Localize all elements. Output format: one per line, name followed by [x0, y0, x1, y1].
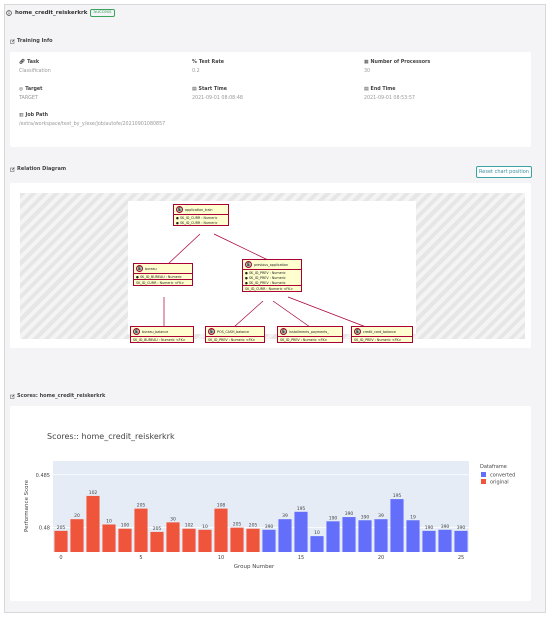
processor-icon: ▦	[364, 60, 369, 65]
job-title: home_credit_reiskerkrk	[15, 10, 88, 16]
entity-icon: E	[354, 328, 361, 335]
relation-diagram-title: Relation Diagram	[10, 166, 66, 172]
entity-icon: E	[176, 206, 183, 213]
calendar-icon: ▤	[364, 87, 369, 92]
field-end-time: ▤ End Time 2021-09-01 08:53:57	[364, 87, 415, 101]
reset-chart-position-button[interactable]: Reset chart position	[476, 166, 532, 178]
entity-icon: E	[208, 328, 215, 335]
training-info-card	[10, 52, 531, 147]
edit-icon	[10, 393, 15, 399]
percent-icon: %	[192, 60, 197, 65]
entity-icon: E	[136, 265, 143, 272]
edit-icon	[10, 38, 15, 44]
field-job-path: ▥ Job Path /extra/workspace/test_by_y/exe…	[19, 113, 166, 127]
field-start-time: ▤ Start Time 2021-09-01 08:08:48	[192, 87, 243, 101]
target-icon: ◎	[19, 87, 24, 92]
scores-title: Scores: home_credit_reiskerkrk	[10, 393, 105, 399]
calendar-icon: ▤	[192, 87, 197, 92]
entity-icon: E	[133, 328, 140, 335]
entity-icon: E	[280, 328, 287, 335]
map-icon: ▥	[19, 113, 24, 118]
link-icon: 🔗︎	[19, 60, 26, 65]
field-target: ◎ Target TARGET	[19, 87, 43, 101]
info-circle-icon	[6, 10, 12, 16]
entity-icon: E	[245, 261, 252, 268]
status-badge: Success	[90, 9, 115, 17]
field-processors: ▦ Number of Processors 30	[364, 60, 431, 74]
relation-lines	[163, 233, 367, 328]
field-task: 🔗︎ Task Classification	[19, 60, 51, 74]
job-header: home_credit_reiskerkrk Success	[6, 9, 115, 17]
field-test-rate: % Test Rate 0.2	[192, 60, 224, 74]
scores-card	[10, 406, 531, 601]
entity-pos-cash-balance[interactable]: E POS_CASH_balance SK_ID_PREV : Numeric <…	[205, 326, 265, 343]
edit-icon	[10, 166, 15, 172]
training-info-title: Training Info	[10, 38, 53, 44]
